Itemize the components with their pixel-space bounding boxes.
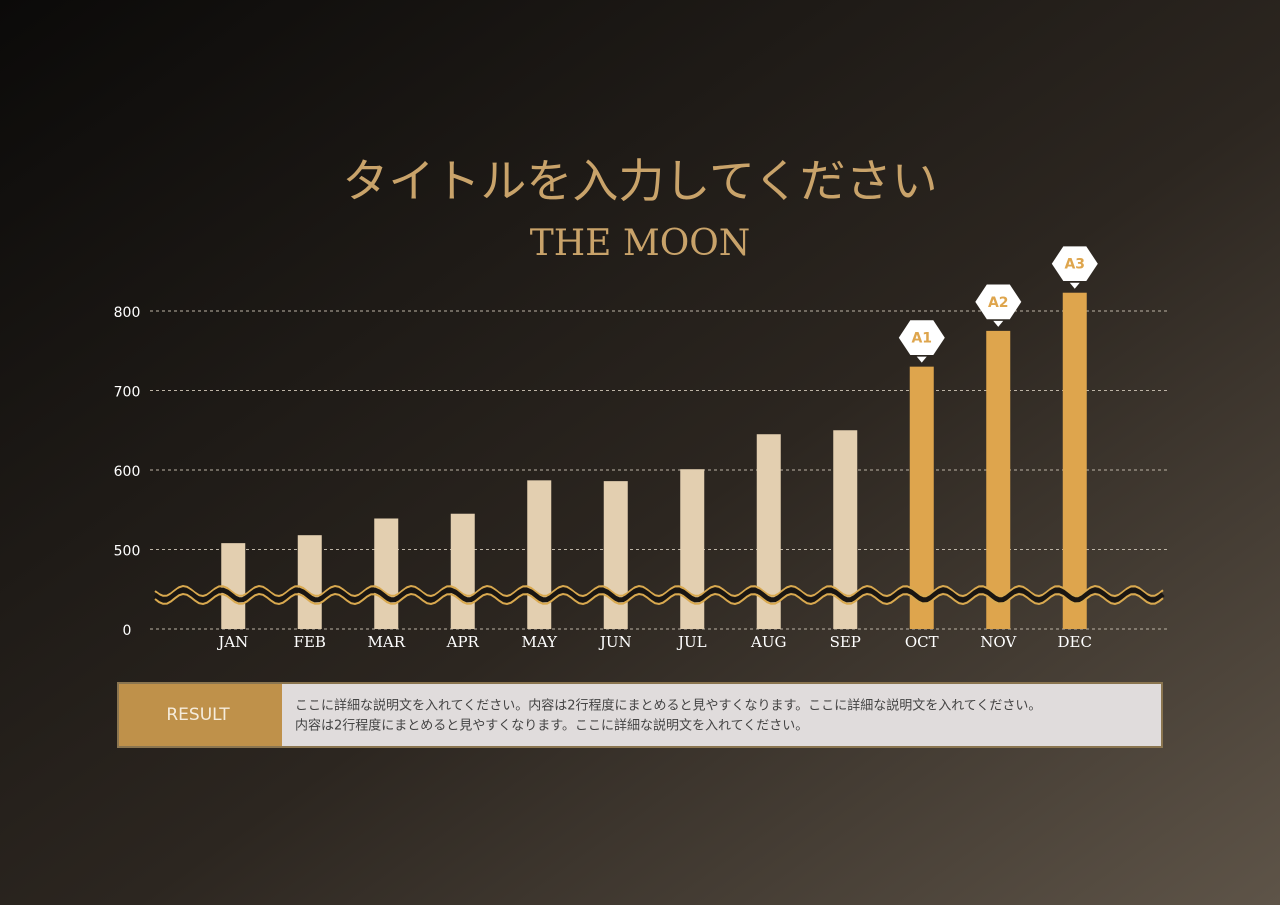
- result-text: ここに詳細な説明文を入れてください。内容は2行程度にまとめると見やすくなります。…: [295, 698, 1041, 714]
- axis-break: [154, 584, 1164, 598]
- x-tick-label: NOV: [980, 633, 1017, 651]
- x-tick-label: DEC: [1058, 633, 1092, 651]
- annotation-badge: [975, 284, 1022, 320]
- bar: [450, 513, 475, 629]
- y-tick-label: 500: [114, 544, 141, 560]
- x-tick-label: OCT: [905, 633, 939, 651]
- result-text: 内容は2行程度にまとめると見やすくなります。ここに詳細な説明文を入れてください。: [295, 718, 808, 734]
- x-tick-label: JUL: [676, 633, 707, 651]
- annotation-label: A1: [911, 331, 932, 347]
- bar: [527, 480, 552, 629]
- bar: [297, 535, 322, 629]
- result-label: RESULT: [166, 705, 230, 725]
- y-tick-label: 0: [123, 623, 132, 639]
- bar: [603, 481, 628, 629]
- bar: [1062, 292, 1087, 629]
- y-tick-label: 600: [114, 464, 141, 480]
- annotation-pointer: [1069, 282, 1080, 289]
- result-label-bg: [119, 684, 282, 746]
- y-tick-label: 800: [114, 305, 141, 321]
- x-tick-label: AUG: [750, 633, 786, 651]
- annotation-label: A3: [1064, 257, 1085, 273]
- x-tick-label: MAR: [368, 633, 406, 651]
- result-box: [117, 682, 1163, 748]
- chart-subtitle: THE MOON: [530, 223, 751, 264]
- bar: [909, 366, 934, 629]
- annotation-badge: [898, 320, 945, 355]
- bar: [680, 469, 705, 629]
- annotation-label: A2: [988, 295, 1009, 311]
- x-tick-label: SEP: [830, 633, 861, 651]
- annotation-badge: [1051, 246, 1098, 281]
- x-tick-label: JAN: [216, 633, 248, 651]
- x-tick-label: MAY: [522, 633, 559, 651]
- y-tick-label: 700: [114, 385, 141, 401]
- annotation-pointer: [993, 320, 1004, 327]
- annotation-pointer: [916, 356, 927, 363]
- chart-title: タイトルを入力してください: [342, 154, 937, 208]
- x-tick-label: FEB: [294, 633, 326, 651]
- bar: [374, 518, 399, 629]
- axis-break: [154, 592, 1164, 606]
- axis-break: [153, 587, 1165, 603]
- x-tick-label: JUN: [598, 633, 632, 651]
- x-tick-label: APR: [446, 633, 480, 651]
- bar: [986, 330, 1011, 629]
